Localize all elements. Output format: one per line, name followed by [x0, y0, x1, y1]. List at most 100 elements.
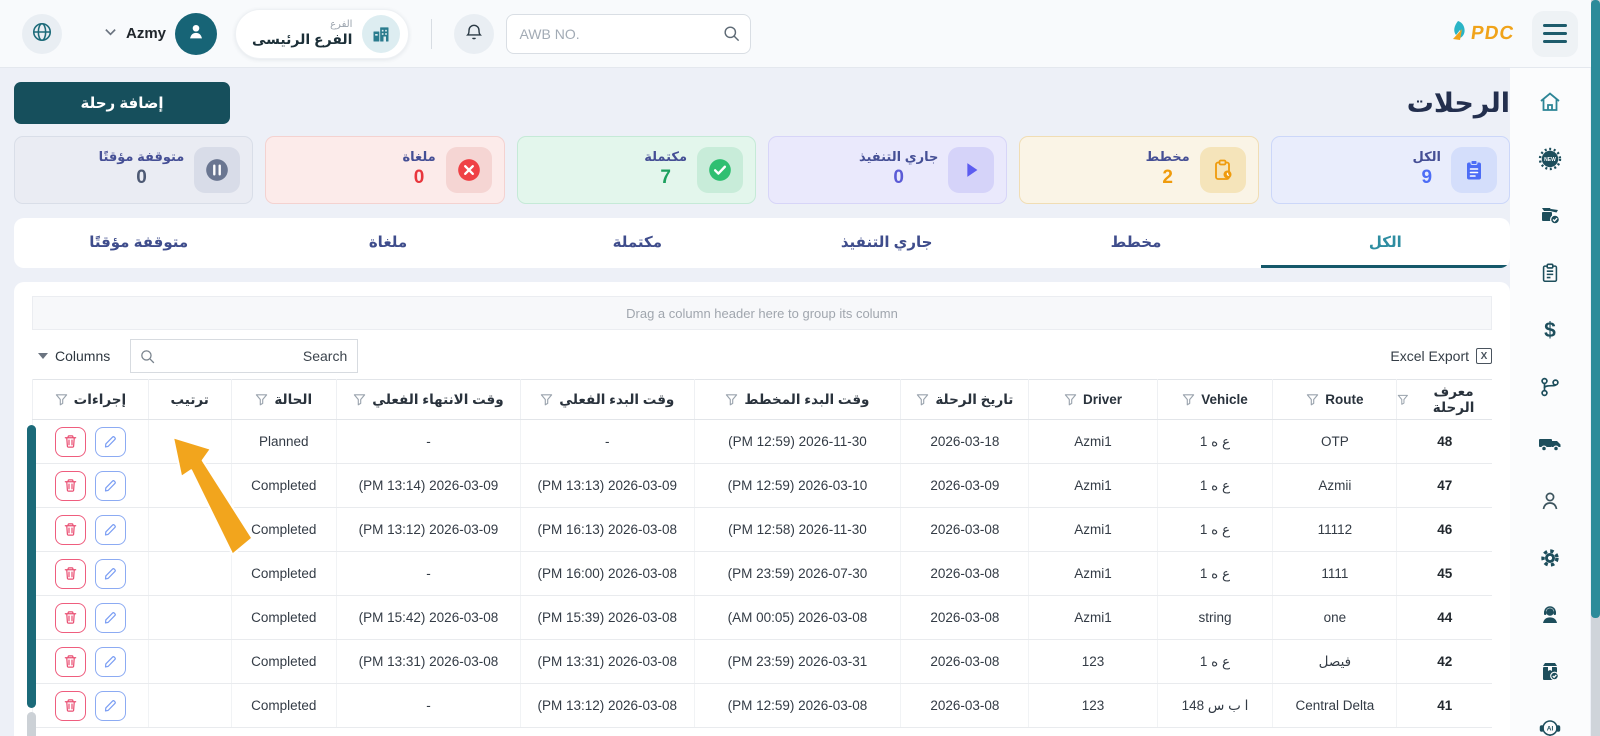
branch-name: الفرع الرئيسى	[252, 31, 353, 47]
filter-icon	[541, 394, 553, 406]
table-scrollbar-thumb[interactable]	[27, 425, 36, 708]
sidebar-item-users[interactable]	[1537, 489, 1563, 515]
notifications-button[interactable]	[454, 13, 495, 54]
column-header-order[interactable]: ترتيب	[147, 379, 232, 420]
table-scrollbar-track[interactable]	[27, 712, 36, 736]
column-header-trip-date[interactable]: تاريخ الرحلة	[900, 379, 1029, 420]
search-icon[interactable]	[722, 24, 741, 48]
status-tabs: الكل مخطط جاري التنفيذ مكتملة ملغاة متوق…	[14, 218, 1510, 268]
excel-export-button[interactable]: Excel Export X	[1390, 348, 1492, 364]
delete-trip-button[interactable]	[54, 514, 86, 545]
sidebar-item-home[interactable]	[1537, 90, 1563, 116]
logo-leaf-icon	[1449, 19, 1467, 48]
column-header-planned-start[interactable]: وقت البدء المخطط	[693, 379, 901, 420]
tab-paused[interactable]: متوقفة مؤقتًا	[14, 218, 263, 268]
edit-trip-button[interactable]	[94, 690, 126, 721]
cell-actions	[32, 595, 149, 640]
stat-card-planned[interactable]: مخطط 2	[1019, 136, 1259, 204]
stat-value: 7	[660, 167, 671, 189]
cell-order	[147, 639, 232, 684]
sidebar-item-packages[interactable]	[1537, 660, 1563, 686]
column-header-actual-end[interactable]: وقت الانتهاء الفعلي	[335, 379, 521, 420]
column-header-actions[interactable]: إجراءات	[32, 379, 149, 420]
cell-route: one	[1272, 595, 1397, 640]
sidebar-item-finance[interactable]: $	[1537, 318, 1563, 344]
clipboard-icon	[1539, 261, 1561, 288]
sidebar-item-settings[interactable]	[1537, 546, 1563, 572]
package-check-icon	[1538, 660, 1562, 687]
edit-trip-button[interactable]	[94, 558, 126, 589]
edit-trip-button[interactable]	[94, 602, 126, 633]
delete-trip-button[interactable]	[54, 426, 86, 457]
sidebar-item-fleet[interactable]	[1537, 432, 1563, 458]
column-header-route[interactable]: Route	[1272, 379, 1397, 420]
tab-cancelled[interactable]: ملغاة	[263, 218, 512, 268]
tab-completed[interactable]: مكتملة	[513, 218, 762, 268]
edit-trip-button[interactable]	[94, 514, 126, 545]
cell-order	[147, 507, 232, 552]
cell-actual-start: -	[519, 419, 695, 464]
tab-planned[interactable]: مخطط	[1011, 218, 1260, 268]
delete-trip-button[interactable]	[54, 646, 86, 677]
stat-card-completed[interactable]: مكتملة 7	[516, 136, 757, 204]
delete-trip-button[interactable]	[54, 602, 86, 633]
cell-actions	[32, 551, 149, 596]
page-scrollbar-thumb[interactable]	[1591, 0, 1600, 618]
bell-icon	[464, 22, 484, 45]
stat-card-in-progress[interactable]: جاري التنفيذ 0	[768, 136, 1008, 204]
navbar-divider	[431, 18, 433, 49]
stat-label: متوقفة مؤقتًا	[98, 149, 185, 165]
cell-order	[147, 419, 232, 464]
avatar[interactable]	[175, 12, 218, 55]
globe-icon	[31, 21, 53, 46]
cell-status: Completed	[230, 683, 337, 728]
header-row: معرف الرحلة Route Vehicle Driver تاريخ ا…	[32, 379, 1492, 420]
sidebar-item-orders[interactable]	[1537, 261, 1563, 287]
trash-icon	[64, 567, 77, 580]
stat-card-paused[interactable]: متوقفة مؤقتًا 0	[14, 136, 254, 204]
columns-chooser-button[interactable]: Columns	[32, 348, 116, 364]
tab-in-progress[interactable]: جاري التنفيذ	[762, 218, 1011, 268]
language-globe-button[interactable]	[22, 13, 62, 54]
branch-selector[interactable]: الفرع الفرع الرئيسى	[235, 8, 410, 59]
grid-search-input[interactable]	[131, 340, 358, 372]
add-trip-button[interactable]: إضافة رحلة	[14, 82, 230, 124]
column-header-vehicle[interactable]: Vehicle	[1156, 379, 1273, 420]
delete-trip-button[interactable]	[54, 470, 86, 501]
column-header-driver[interactable]: Driver	[1028, 379, 1158, 420]
awb-search-input[interactable]	[506, 13, 752, 54]
edit-trip-button[interactable]	[94, 470, 126, 501]
pencil-icon	[104, 656, 116, 668]
sidebar-item-shipments[interactable]	[1537, 204, 1563, 230]
sidebar-item-routes[interactable]	[1537, 375, 1563, 401]
menu-toggle-button[interactable]	[1532, 10, 1578, 57]
cell-trip-date: 2026-03-08	[900, 683, 1029, 728]
stat-card-cancelled[interactable]: ملغاة 0	[265, 136, 505, 204]
table-row: 44 one string Azmi1 2026-03-08 (AM 00:05…	[32, 595, 1492, 640]
sidebar-item-new[interactable]: NEW	[1537, 147, 1563, 173]
stat-value: 9	[1421, 167, 1433, 189]
cell-trip-date: 2026-03-08	[900, 639, 1029, 684]
tab-all[interactable]: الكل	[1260, 218, 1510, 268]
edit-trip-button[interactable]	[94, 426, 126, 457]
sidebar-item-support[interactable]	[1537, 603, 1563, 629]
edit-trip-button[interactable]	[94, 646, 126, 677]
stat-label: ملغاة	[402, 149, 436, 165]
group-panel[interactable]: Drag a column header here to group its c…	[32, 296, 1492, 330]
home-icon	[1538, 90, 1562, 117]
delete-trip-button[interactable]	[54, 558, 86, 589]
user-menu[interactable]: Azmy	[104, 12, 218, 55]
column-header-trip-id[interactable]: معرف الرحلة	[1396, 379, 1492, 420]
cell-vehicle: ع ه 1	[1156, 639, 1273, 684]
stat-value: 2	[1162, 167, 1173, 189]
pencil-icon	[104, 480, 116, 492]
stat-card-all[interactable]: الكل 9	[1270, 136, 1510, 204]
page-scrollbar[interactable]	[1591, 0, 1600, 736]
column-header-status[interactable]: الحالة	[230, 379, 337, 420]
delete-trip-button[interactable]	[54, 690, 86, 721]
sidebar-item-ai-assistant[interactable]: AI	[1537, 717, 1563, 736]
column-header-actual-start[interactable]: وقت البدء الفعلي	[519, 379, 695, 420]
cell-trip-id: 48	[1396, 419, 1492, 464]
grid-toolbar: Columns Excel Export X	[32, 339, 1492, 373]
cell-planned-start: (PM 12:58) 2026-11-30	[693, 507, 901, 552]
